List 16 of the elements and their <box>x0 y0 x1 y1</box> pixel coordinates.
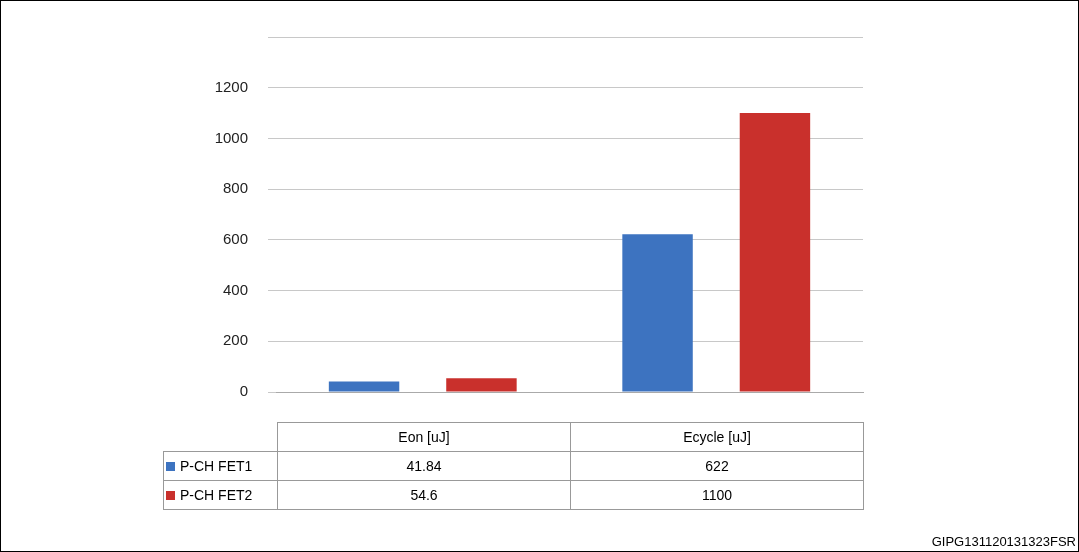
y-tick-label: 0 <box>239 382 248 400</box>
y-tick-label: 200 <box>222 331 248 349</box>
x-tick-label: Ecycle [uJ] <box>570 422 864 452</box>
data-label: 54.6 <box>277 480 571 510</box>
legend-label: P-CH FET2 <box>163 480 278 510</box>
y-tick-label: 600 <box>222 230 248 247</box>
y-tick-label: 1000 <box>214 128 248 146</box>
data-label: 622 <box>570 451 864 481</box>
data-label: 1100 <box>570 480 864 510</box>
legend-label: P-CH FET1 <box>163 451 278 481</box>
data-label: 41.84 <box>277 451 571 481</box>
y-tick-label: 800 <box>222 179 248 197</box>
x-tick-label: Eon [uJ] <box>277 422 571 452</box>
y-tick-label: 1200 <box>214 77 248 95</box>
y-tick-label: 400 <box>222 280 248 298</box>
text: GIPG131120131323FSR <box>931 534 1076 549</box>
